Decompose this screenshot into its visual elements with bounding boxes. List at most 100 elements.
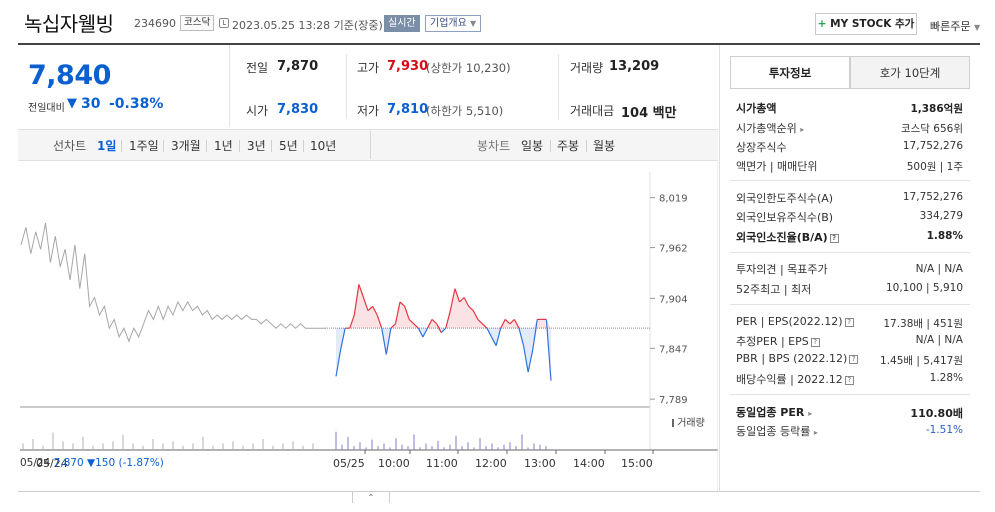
help-icon[interactable]: ?: [844, 375, 854, 385]
upper-limit: (상한가 10,230): [426, 61, 511, 75]
today-price-segment: [486, 327, 493, 338]
sector-per-label[interactable]: 동일업종 PER ▸: [736, 406, 813, 419]
tab-monthly-candle[interactable]: 월봉: [593, 139, 616, 153]
today-price-segment: [527, 349, 534, 373]
help-icon[interactable]: ?: [829, 233, 839, 243]
stock-name[interactable]: 녹십자웰빙: [24, 12, 114, 36]
today-price-segment: [468, 305, 474, 312]
xtick-label: 12:00: [475, 457, 507, 470]
open-label: 시가: [246, 104, 269, 118]
ytick-label: 7,789: [659, 395, 688, 406]
per-value: 17.38배 | 451원: [883, 318, 963, 330]
today-price-segment: [472, 310, 479, 320]
today-price-segment: [449, 288, 456, 311]
today-price-segment: [463, 297, 470, 307]
est-per-label[interactable]: 추정PER | EPS?: [736, 333, 820, 349]
today-price-segment: [422, 327, 429, 338]
today-price-segment: [518, 328, 525, 346]
chevron-right-icon: ▸: [808, 409, 813, 418]
low-value: 7,810: [387, 102, 429, 117]
sector-rate-label[interactable]: 동일업종 등락률 ▸: [736, 425, 818, 438]
down-arrow-icon: ▼: [67, 96, 77, 111]
today-price-segment: [339, 328, 346, 351]
tab-1w[interactable]: 1주일: [129, 139, 159, 153]
company-overview-button[interactable]: 기업개요 ▼: [425, 15, 482, 32]
toolbar-divider: [370, 131, 371, 159]
shares-value: 17,752,276: [902, 140, 963, 152]
xtick-label: 11:00: [426, 457, 458, 470]
help-icon[interactable]: ?: [849, 354, 859, 364]
per-label[interactable]: PER | EPS(2022.12)?: [736, 315, 854, 328]
low-label: 저가: [357, 104, 380, 118]
today-price-segment: [426, 319, 433, 329]
today-price-segment: [545, 319, 552, 381]
ytick-label: 7,847: [659, 344, 688, 355]
realtime-button[interactable]: 실시간: [384, 15, 420, 32]
quote-divider: [346, 54, 347, 119]
tab-3m[interactable]: 3개월: [171, 139, 201, 153]
market-cap-rank-label[interactable]: 시가총액순위 ▸: [736, 122, 805, 135]
pbr-label[interactable]: PBR | BPS (2022.12)?: [736, 352, 859, 365]
today-price-segment: [390, 323, 396, 329]
today-price-segment: [481, 323, 488, 329]
tab-divider: [303, 140, 304, 152]
tab-divider: [239, 140, 240, 152]
volume-legend: 거래량: [672, 414, 705, 429]
tab-divider: [271, 140, 272, 152]
add-mystock-button[interactable]: + MY STOCK 추가: [815, 13, 917, 35]
foreign-limit-label: 외국인한도주식수(A): [736, 192, 834, 205]
prev-day-date: 05/24: [20, 457, 51, 469]
prev-day-summary: 05/24 7,870 ▼150 (-1.87%): [20, 457, 164, 469]
today-price-segment: [513, 319, 520, 329]
foreign-hold-label: 외국인보유주식수(B): [736, 211, 834, 224]
help-icon[interactable]: ?: [844, 317, 854, 327]
prev-close-value: 7,870: [277, 59, 319, 74]
today-price-segment: [385, 328, 392, 355]
today-price-segment: [504, 318, 511, 325]
header-divider: [18, 43, 980, 45]
prev-day-price: 7,870: [53, 457, 84, 469]
section-divider: [730, 252, 970, 253]
foreign-ratio-label[interactable]: 외국인소진율(B/A)?: [736, 229, 839, 245]
help-icon[interactable]: ?: [810, 337, 820, 347]
tab-weekly-candle[interactable]: 주봉: [557, 139, 580, 153]
tab-divider: [206, 140, 207, 152]
open-value: 7,830: [277, 102, 319, 117]
ytick-label: 8,019: [659, 194, 688, 205]
amount-label: 거래대금: [570, 104, 615, 118]
today-price-segment: [436, 323, 442, 333]
sector-rate-value: -1.51%: [925, 424, 963, 436]
shares-label: 상장주식수: [736, 141, 787, 154]
period-toolbar: [18, 129, 718, 161]
price-panel: [18, 45, 230, 127]
quick-order-button[interactable]: 빠른주문 ▼: [930, 18, 980, 34]
tab-1d[interactable]: 1일: [97, 139, 117, 153]
today-price-segment: [353, 284, 360, 316]
market-cap-value: 1,386억원: [910, 103, 963, 115]
today-price-segment: [394, 301, 401, 324]
tab-3y[interactable]: 3년: [247, 139, 266, 153]
tab-daily-candle[interactable]: 일봉: [521, 139, 544, 153]
chevron-right-icon: ▸: [813, 428, 818, 437]
foreign-limit-value: 17,752,276: [902, 191, 963, 203]
today-price-segment: [376, 314, 383, 329]
quick-order-label: 빠른주문: [930, 20, 971, 33]
price-chart[interactable]: 8,019 7,962 7,904 7,847 7,789 05/24 05/25 10:00…: [18, 162, 718, 492]
bottom-divider: [18, 491, 980, 492]
tab-10y[interactable]: 10년: [310, 139, 337, 153]
xtick-label: 10:00: [378, 457, 410, 470]
invest-info-panel: [719, 45, 980, 492]
tab-invest-info[interactable]: 투자정보: [730, 56, 850, 89]
dividend-label[interactable]: 배당수익률 | 2022.12?: [736, 371, 854, 387]
tab-5y[interactable]: 5년: [279, 139, 298, 153]
today-price-segment: [381, 328, 387, 355]
change-rate: -0.38%: [109, 96, 164, 112]
current-price: 7,840: [28, 60, 111, 91]
tab-orderbook[interactable]: 호가 10단계: [850, 56, 970, 89]
clock-icon: [219, 18, 229, 28]
today-price-segment: [362, 297, 369, 311]
expand-chevron-icon[interactable]: ⌃: [352, 491, 390, 503]
ytick-label: 7,962: [659, 244, 688, 255]
tab-divider: [730, 88, 970, 89]
tab-1y[interactable]: 1년: [214, 139, 233, 153]
